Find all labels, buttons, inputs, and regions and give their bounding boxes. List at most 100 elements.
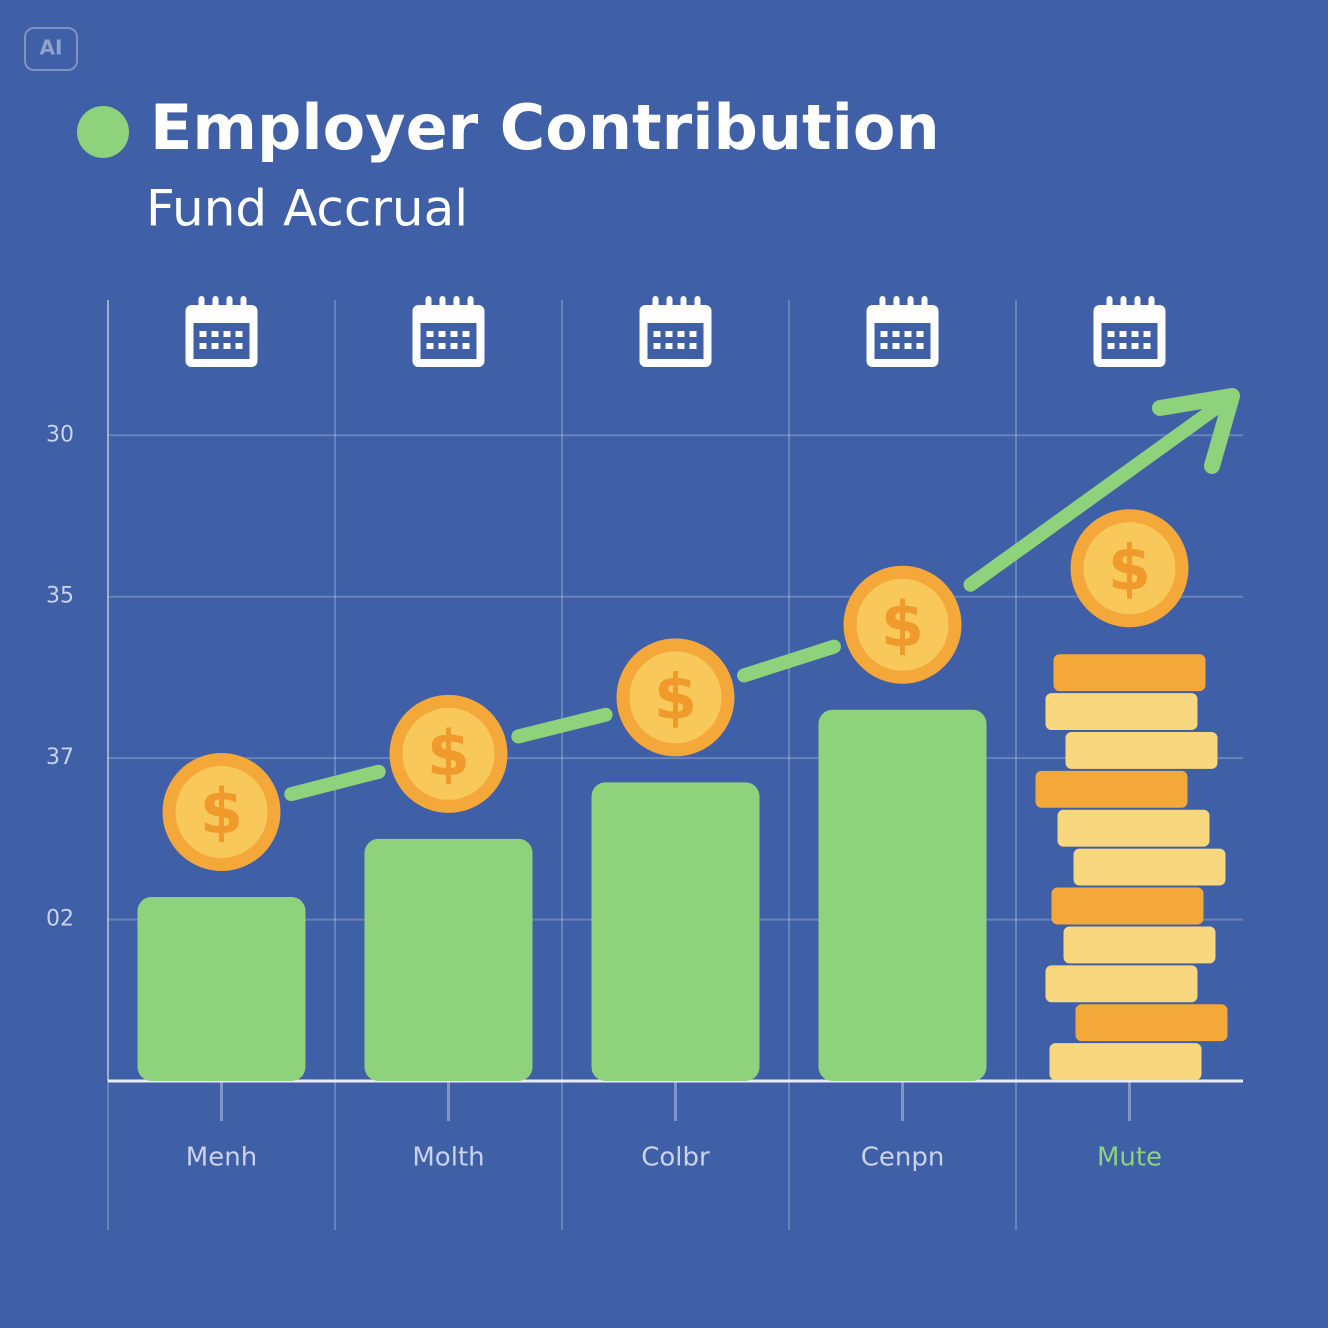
coin-face <box>629 651 722 744</box>
trend-arrowhead <box>1152 388 1240 474</box>
badge: AI <box>40 36 63 60</box>
calendar-ring <box>694 296 701 310</box>
calendar-day <box>904 331 912 337</box>
coin: $ <box>843 565 962 684</box>
x-tick-label: Menh <box>186 1143 257 1173</box>
calendar-day <box>1107 343 1115 349</box>
coin-symbol: $ <box>427 717 470 790</box>
coin-layer <box>1063 926 1216 964</box>
calendar-inner <box>874 323 931 359</box>
calendar-ring <box>921 296 928 310</box>
calendar-day <box>1131 331 1139 337</box>
trend-arrow <box>963 398 1227 592</box>
calendar-inner <box>1101 323 1158 359</box>
calendar-day <box>450 331 458 337</box>
y-tick-label: 02 <box>46 907 74 932</box>
coin: $ <box>389 694 508 813</box>
coin-symbol: $ <box>881 588 924 661</box>
coin-layer <box>1045 965 1198 1003</box>
calendar-day <box>1119 343 1127 349</box>
calendar-ring <box>439 296 446 310</box>
coin-layer <box>1075 1004 1228 1042</box>
calendar-day <box>235 331 243 337</box>
calendar-inner <box>193 323 250 359</box>
bar <box>137 896 306 1081</box>
calendar-day <box>892 331 900 337</box>
calendar-day <box>462 331 470 337</box>
calendar-day <box>653 343 661 349</box>
calendar-icon <box>866 296 939 367</box>
calendar-ring <box>212 296 219 310</box>
calendar-ring <box>1120 296 1127 310</box>
calendar-day <box>211 343 219 349</box>
calendar-ring <box>652 296 659 310</box>
calendar-day <box>689 331 697 337</box>
calendar-icon <box>1093 296 1166 367</box>
calendar-day <box>677 343 685 349</box>
calendar-day <box>916 331 924 337</box>
calendar-day <box>211 331 219 337</box>
bar <box>818 709 987 1081</box>
calendar-day <box>665 331 673 337</box>
calendar-day <box>880 343 888 349</box>
coin-layer <box>1045 693 1198 730</box>
calendar-day <box>1119 331 1127 337</box>
calendar-day <box>199 331 207 337</box>
title-dot <box>77 106 129 158</box>
coin-layer <box>1065 731 1218 769</box>
calendar-day <box>904 343 912 349</box>
x-tick-label: Mute <box>1097 1143 1162 1173</box>
calendar-day <box>892 343 900 349</box>
calendar-day <box>223 343 231 349</box>
x-tick-label: Cenpn <box>861 1143 945 1173</box>
calendar-icon <box>639 296 712 367</box>
calendar-inner <box>420 323 477 359</box>
coin-face <box>1083 522 1176 615</box>
calendar-day <box>426 331 434 337</box>
calendar-day <box>438 331 446 337</box>
coin-layer <box>1049 1043 1202 1080</box>
badge-box <box>24 27 78 71</box>
calendar-day <box>880 331 888 337</box>
calendar-ring <box>879 296 886 310</box>
calendar-ring <box>666 296 673 310</box>
y-tick-label: 37 <box>46 745 74 770</box>
coin-symbol: $ <box>1108 531 1151 604</box>
calendar-day <box>462 343 470 349</box>
calendar-day <box>916 343 924 349</box>
calendar-inner <box>647 323 704 359</box>
calendar-day <box>1143 343 1151 349</box>
calendar-ring <box>453 296 460 310</box>
coin-stack <box>1035 654 1228 1080</box>
calendar-day <box>1107 331 1115 337</box>
calendar-day <box>653 331 661 337</box>
trend-dash <box>511 707 613 744</box>
x-tick-label: Colbr <box>641 1143 710 1173</box>
calendar-ring <box>198 296 205 310</box>
calendar-day <box>199 343 207 349</box>
calendar-day <box>1143 331 1151 337</box>
calendar-day <box>689 343 697 349</box>
coin-face <box>856 578 949 671</box>
calendar-ring <box>907 296 914 310</box>
coin-layer <box>1035 770 1188 808</box>
calendar-icon <box>185 296 258 367</box>
coin-symbol: $ <box>200 775 243 848</box>
bar <box>591 782 760 1081</box>
calendar-day <box>235 343 243 349</box>
calendar-day <box>677 331 685 337</box>
chart-title: Employer Contribution <box>150 91 940 164</box>
coin-layer <box>1057 809 1210 847</box>
calendar-ring <box>893 296 900 310</box>
calendar-ring <box>240 296 247 310</box>
calendar-ring <box>680 296 687 310</box>
calendar-day <box>665 343 673 349</box>
coin: $ <box>616 638 735 757</box>
coin-layer <box>1051 887 1204 925</box>
calendar-day <box>450 343 458 349</box>
calendar-day <box>438 343 446 349</box>
coin-symbol: $ <box>654 660 697 733</box>
coin: $ <box>162 752 281 871</box>
x-tick-label: Molth <box>412 1143 484 1173</box>
